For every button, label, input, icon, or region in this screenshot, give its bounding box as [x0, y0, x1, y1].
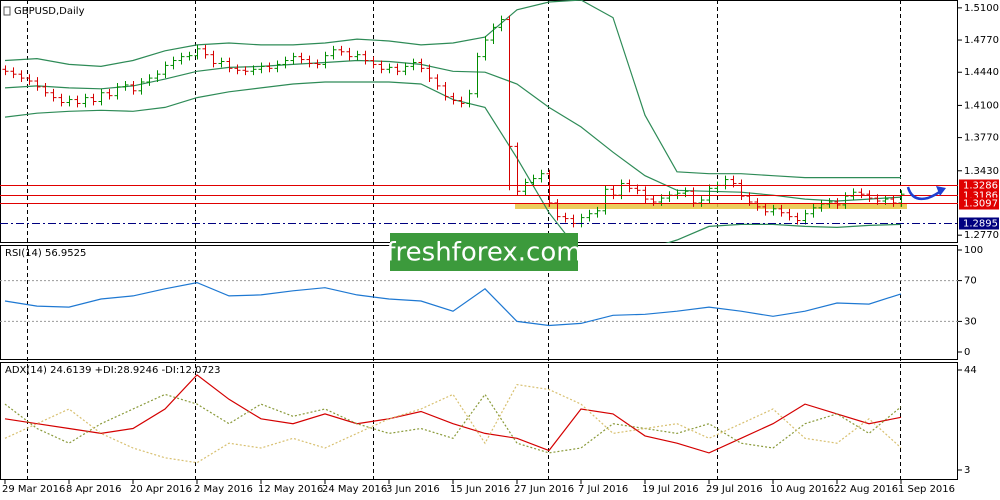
y-tick-label: 1.3770	[964, 133, 999, 144]
adx-panel	[0, 362, 958, 480]
y-tick-label: 30	[964, 316, 977, 327]
y-tick-label: 70	[964, 276, 977, 287]
price-level-box	[959, 217, 999, 230]
symbol-icon	[3, 6, 11, 16]
adx-label: ADX(14) 24.6139 +DI:28.9246 -DI:12.0723	[5, 365, 221, 376]
y-tick-label: 100	[964, 245, 983, 256]
y-tick-label: 44	[964, 365, 977, 376]
x-tick-label: 19 Jul 2016	[642, 484, 699, 495]
x-tick-label: 2 May 2016	[194, 484, 253, 495]
x-tick-label: 29 Mar 2016	[2, 484, 65, 495]
rsi-label: RSI(14) 56.9525	[5, 248, 86, 259]
support-zone	[515, 203, 907, 209]
forecast-arrow	[906, 186, 943, 201]
price-level-box	[959, 197, 999, 210]
forecast-arrow-head	[936, 186, 946, 196]
x-tick-label: 24 May 2016	[322, 484, 387, 495]
x-tick-label: 8 Apr 2016	[66, 484, 121, 495]
x-tick-label: 12 May 2016	[258, 484, 323, 495]
x-tick-label: 15 Jun 2016	[450, 484, 510, 495]
y-tick-label: 1.3430	[964, 166, 999, 177]
y-tick-label: 1.2770	[964, 230, 999, 241]
x-tick-label: 27 Jun 2016	[514, 484, 574, 495]
price-level-label: 1.2895	[963, 219, 998, 230]
plot-area	[4, 374, 902, 464]
y-tick-label: 0	[964, 347, 970, 358]
price-level-label: 1.3097	[963, 199, 998, 210]
y-tick-label: 1.5100	[964, 3, 999, 14]
x-tick-label: 3 Jun 2016	[386, 484, 440, 495]
x-tick-label: 1 Sep 2016	[898, 484, 955, 495]
x-tick-label: 22 Aug 2016	[834, 484, 898, 495]
y-tick-label: 3	[964, 465, 970, 476]
y-tick-label: 1.4770	[964, 35, 999, 46]
watermark-box	[390, 233, 578, 271]
indicator-line	[4, 393, 902, 454]
price-level-label: 1.3286	[963, 181, 998, 192]
chart-title: GBPUSD,Daily	[14, 6, 85, 17]
y-tick-label: 1.4440	[964, 67, 999, 78]
price-level-label: 1.3186	[963, 191, 998, 202]
plot-area	[0, 0, 958, 243]
x-tick-label: 10 Aug 2016	[770, 484, 834, 495]
band-upper	[4, 0, 901, 179]
x-tick-label: 29 Jul 2016	[706, 484, 763, 495]
indicator-line	[4, 374, 902, 454]
x-tick-label: 20 Apr 2016	[130, 484, 192, 495]
band-middle	[4, 59, 902, 202]
period-separators	[27, 0, 901, 480]
indicator-line	[4, 383, 902, 464]
y-tick-label: 1.4100	[964, 100, 999, 111]
x-tick-label: 7 Jul 2016	[578, 484, 628, 495]
watermark: freshforex.com	[386, 238, 581, 268]
price-level-box	[959, 179, 999, 192]
indicator-line	[4, 281, 902, 327]
plot-area	[0, 280, 958, 327]
